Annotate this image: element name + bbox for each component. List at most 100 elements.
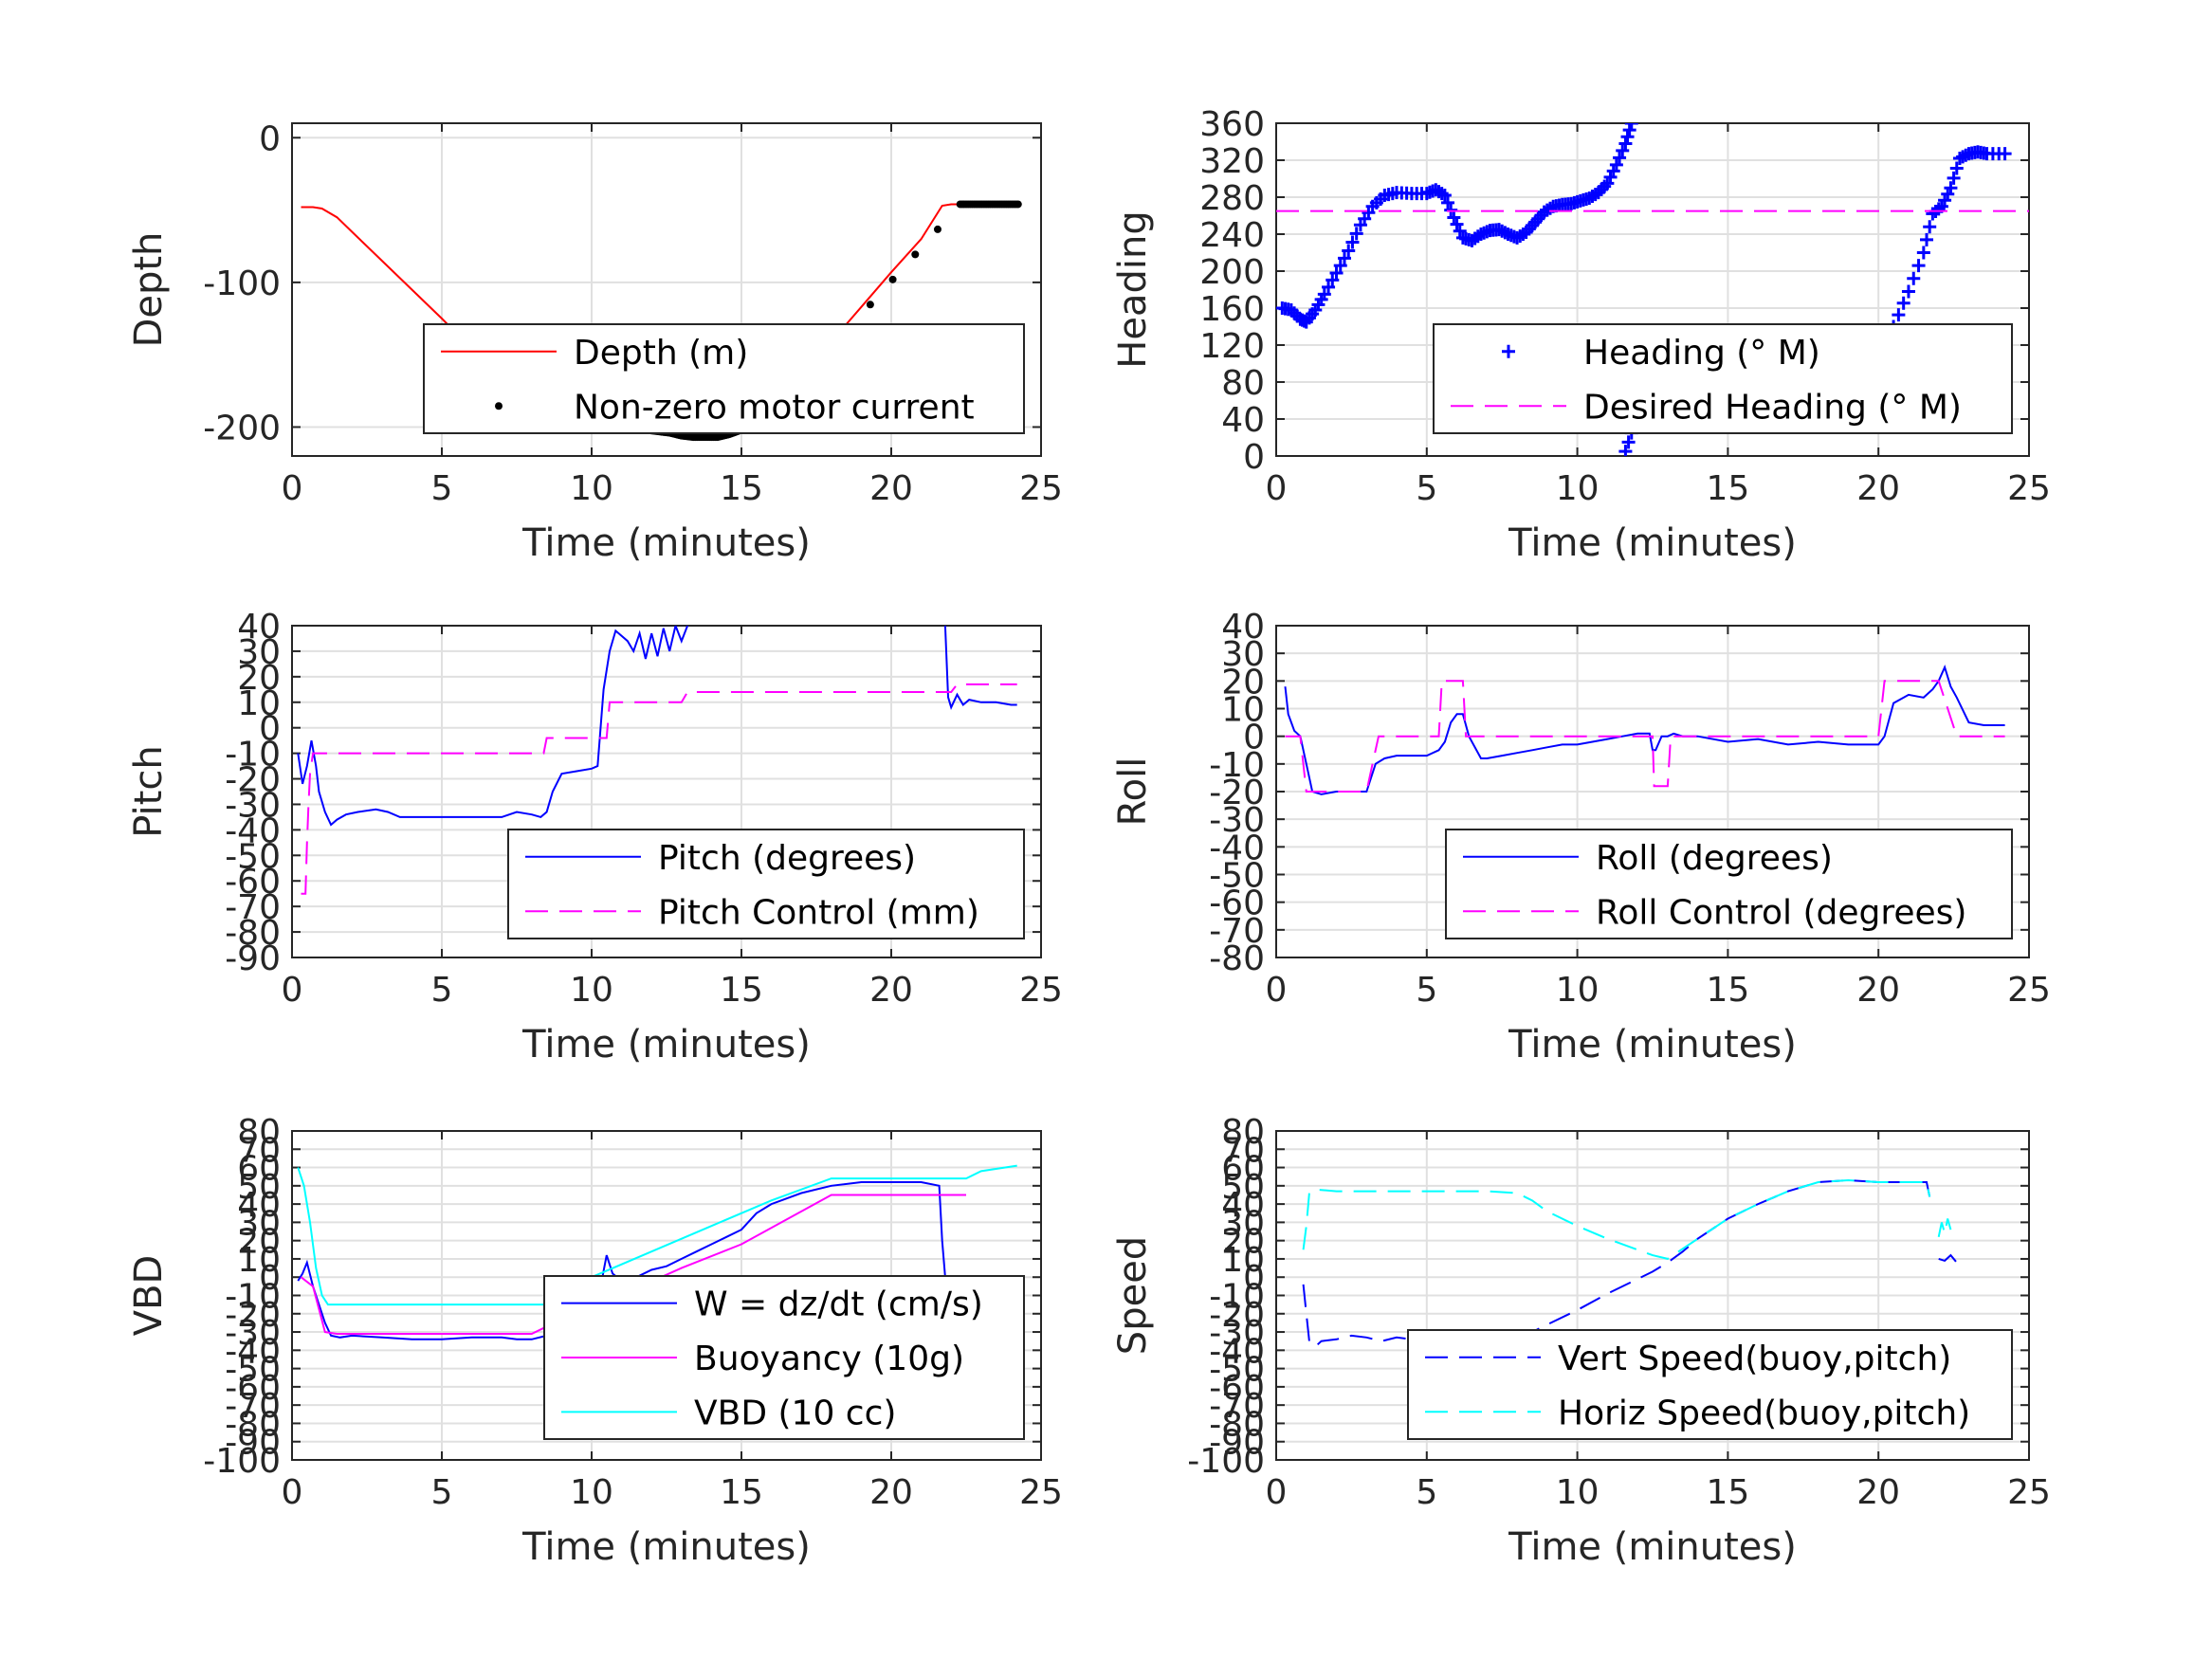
legend-label: Horiz Speed(buoy,pitch): [1558, 1394, 1970, 1432]
heading-point: [1618, 137, 1633, 151]
legend-label: Heading (° M): [1583, 334, 1820, 373]
series-horiz-speed-buoy-pitch-: [1302, 1178, 1952, 1260]
heading-point: [1901, 284, 1915, 299]
y-tick-label: -40: [1209, 829, 1265, 867]
y-tick-label: 20: [1221, 663, 1265, 702]
x-axis-label: Time (minutes): [1508, 521, 1797, 565]
y-tick-label: 70: [237, 1131, 281, 1170]
y-tick-label: -10: [1209, 1278, 1265, 1317]
y-tick-label: -50: [1209, 857, 1265, 896]
y-tick-label: -50: [225, 1351, 281, 1390]
y-tick-label: 280: [1199, 179, 1265, 218]
heading-point: [1947, 171, 1961, 185]
legend-label: W = dz/dt (cm/s): [694, 1285, 983, 1324]
x-tick-label: 10: [1556, 971, 1600, 1010]
x-tick-label: 10: [570, 469, 613, 508]
x-axis-label: Time (minutes): [1508, 1023, 1797, 1066]
series-pitch-degrees-: [297, 626, 1017, 827]
y-tick-label: 0: [1243, 1259, 1265, 1298]
legend-label: Roll Control (degrees): [1596, 893, 1966, 932]
x-axis-label: Time (minutes): [521, 1525, 811, 1569]
y-tick-label: 20: [237, 659, 281, 698]
legend-label: Desired Heading (° M): [1583, 388, 1962, 427]
y-tick-label: -20: [225, 1296, 281, 1335]
y-tick-label: -50: [225, 837, 281, 876]
legend-marker: [495, 402, 503, 410]
y-tick-label: 10: [1221, 691, 1265, 730]
x-tick-label: 0: [282, 971, 303, 1010]
legend: Roll (degrees) Roll Control (degrees): [1445, 829, 2013, 939]
y-tick-label: 20: [1221, 1223, 1265, 1262]
y-tick-label: -90: [225, 1424, 281, 1463]
series-w-dz-dt-cm-s-: [297, 1181, 1017, 1340]
y-tick-label: -70: [1209, 1387, 1265, 1426]
legend-box: [1433, 323, 2013, 434]
x-tick-label: 15: [720, 971, 763, 1010]
y-tick-label: -90: [225, 939, 281, 978]
x-tick-label: 20: [869, 1473, 913, 1512]
x-tick-label: 25: [2007, 1473, 2051, 1512]
legend: Pitch (degrees) Pitch Control (mm): [507, 829, 1025, 939]
y-tick-label: 10: [237, 1241, 281, 1280]
y-tick-label: -100: [203, 264, 281, 303]
y-tick-label: 30: [237, 1204, 281, 1243]
legend: Depth (m) Non-zero motor current: [423, 323, 1025, 434]
y-tick-label: -20: [1209, 774, 1265, 812]
y-tick-label: -20: [225, 761, 281, 800]
y-tick-label: 80: [1221, 364, 1265, 403]
heading-point: [1337, 251, 1351, 265]
legend-box: [1407, 1329, 2013, 1440]
axes-box: [291, 122, 1042, 457]
heading-point: [1941, 187, 1955, 201]
x-tick-label: 5: [431, 1473, 453, 1512]
motor-current-point: [911, 250, 920, 259]
y-tick-label: 360: [1199, 105, 1265, 144]
x-tick-label: 20: [1856, 1473, 1900, 1512]
x-tick-label: 15: [720, 1473, 763, 1512]
x-tick-label: 25: [1019, 469, 1063, 508]
x-tick-label: 25: [1019, 971, 1063, 1010]
chart-vbd: 0 5 10 15 20 25-100-90-80-70-60-50-40-30-20-1…: [127, 1113, 1063, 1569]
y-tick-label: 20: [237, 1223, 281, 1262]
y-tick-label: 30: [1221, 635, 1265, 674]
y-tick-label: 80: [1221, 1113, 1265, 1152]
y-tick-label: 30: [1221, 1204, 1265, 1243]
heading-point: [1325, 273, 1340, 287]
y-tick-label: -40: [225, 811, 281, 850]
y-tick-label: -90: [1209, 1424, 1265, 1463]
y-tick-label: -60: [225, 1369, 281, 1408]
x-tick-label: 20: [869, 971, 913, 1010]
series-line: [1938, 1253, 1958, 1264]
heading-point: [1892, 308, 1906, 322]
plot-area: [297, 626, 1017, 895]
y-tick-label: -80: [225, 914, 281, 953]
y-tick-label: 60: [237, 1150, 281, 1189]
y-tick-label: -50: [1209, 1351, 1265, 1390]
heading-point: [1613, 151, 1627, 165]
heading-point: [1447, 210, 1461, 225]
x-tick-label: 5: [1416, 971, 1437, 1010]
legend-label: Roll (degrees): [1596, 839, 1833, 878]
series-line: [943, 626, 1017, 711]
y-tick-label: -30: [225, 1314, 281, 1353]
x-tick-label: 10: [570, 971, 613, 1010]
x-tick-label: 15: [1706, 971, 1749, 1010]
heading-point: [1907, 271, 1921, 285]
y-tick-label: -10: [225, 1278, 281, 1317]
chart-pitch: 0 5 10 15 20 25-90-80-70-60-50-40-30-20-10010…: [127, 608, 1063, 1066]
y-tick-label: -70: [225, 1387, 281, 1426]
heading-point: [1322, 280, 1336, 294]
y-tick-label: 200: [1199, 253, 1265, 292]
heading-point: [1317, 287, 1331, 301]
y-tick-label: -80: [1209, 1405, 1265, 1444]
series-line: [297, 626, 689, 827]
x-axis-label: Time (minutes): [521, 521, 811, 565]
y-tick-label: 10: [237, 684, 281, 723]
y-tick-label: 30: [237, 633, 281, 672]
y-tick-label: 40: [1221, 608, 1265, 647]
series-pitch-control-mm-: [301, 683, 1017, 895]
y-tick-label: 40: [1221, 401, 1265, 440]
y-tick-label: 40: [237, 608, 281, 647]
legend: W = dz/dt (cm/s) Buoyancy (10g) VBD (10 cc…: [543, 1275, 1025, 1440]
